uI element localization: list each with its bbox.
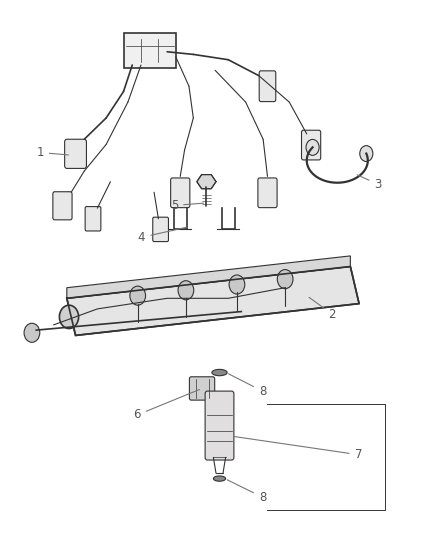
Polygon shape xyxy=(67,266,358,335)
FancyBboxPatch shape xyxy=(189,377,214,400)
FancyBboxPatch shape xyxy=(257,178,276,208)
Text: 1: 1 xyxy=(36,146,68,159)
Text: 7: 7 xyxy=(234,437,361,461)
Text: 8: 8 xyxy=(228,374,265,398)
FancyBboxPatch shape xyxy=(53,192,72,220)
Circle shape xyxy=(130,286,145,305)
Circle shape xyxy=(359,146,372,161)
Circle shape xyxy=(277,270,292,289)
FancyBboxPatch shape xyxy=(85,207,101,231)
Text: 3: 3 xyxy=(357,175,381,191)
Ellipse shape xyxy=(212,369,226,376)
FancyBboxPatch shape xyxy=(258,71,275,102)
FancyBboxPatch shape xyxy=(123,33,176,68)
Polygon shape xyxy=(67,256,350,298)
Text: 2: 2 xyxy=(308,297,336,321)
Text: 5: 5 xyxy=(170,199,203,212)
FancyBboxPatch shape xyxy=(301,130,320,160)
Circle shape xyxy=(305,140,318,155)
Circle shape xyxy=(178,281,193,300)
FancyBboxPatch shape xyxy=(205,391,233,460)
Polygon shape xyxy=(196,175,215,189)
Text: 8: 8 xyxy=(227,480,265,504)
Circle shape xyxy=(59,305,78,328)
Ellipse shape xyxy=(213,476,225,481)
Circle shape xyxy=(24,323,40,342)
FancyBboxPatch shape xyxy=(170,178,189,208)
Circle shape xyxy=(229,275,244,294)
Text: 4: 4 xyxy=(138,228,186,244)
FancyBboxPatch shape xyxy=(64,139,86,168)
FancyBboxPatch shape xyxy=(152,217,168,241)
Text: 6: 6 xyxy=(133,390,199,422)
